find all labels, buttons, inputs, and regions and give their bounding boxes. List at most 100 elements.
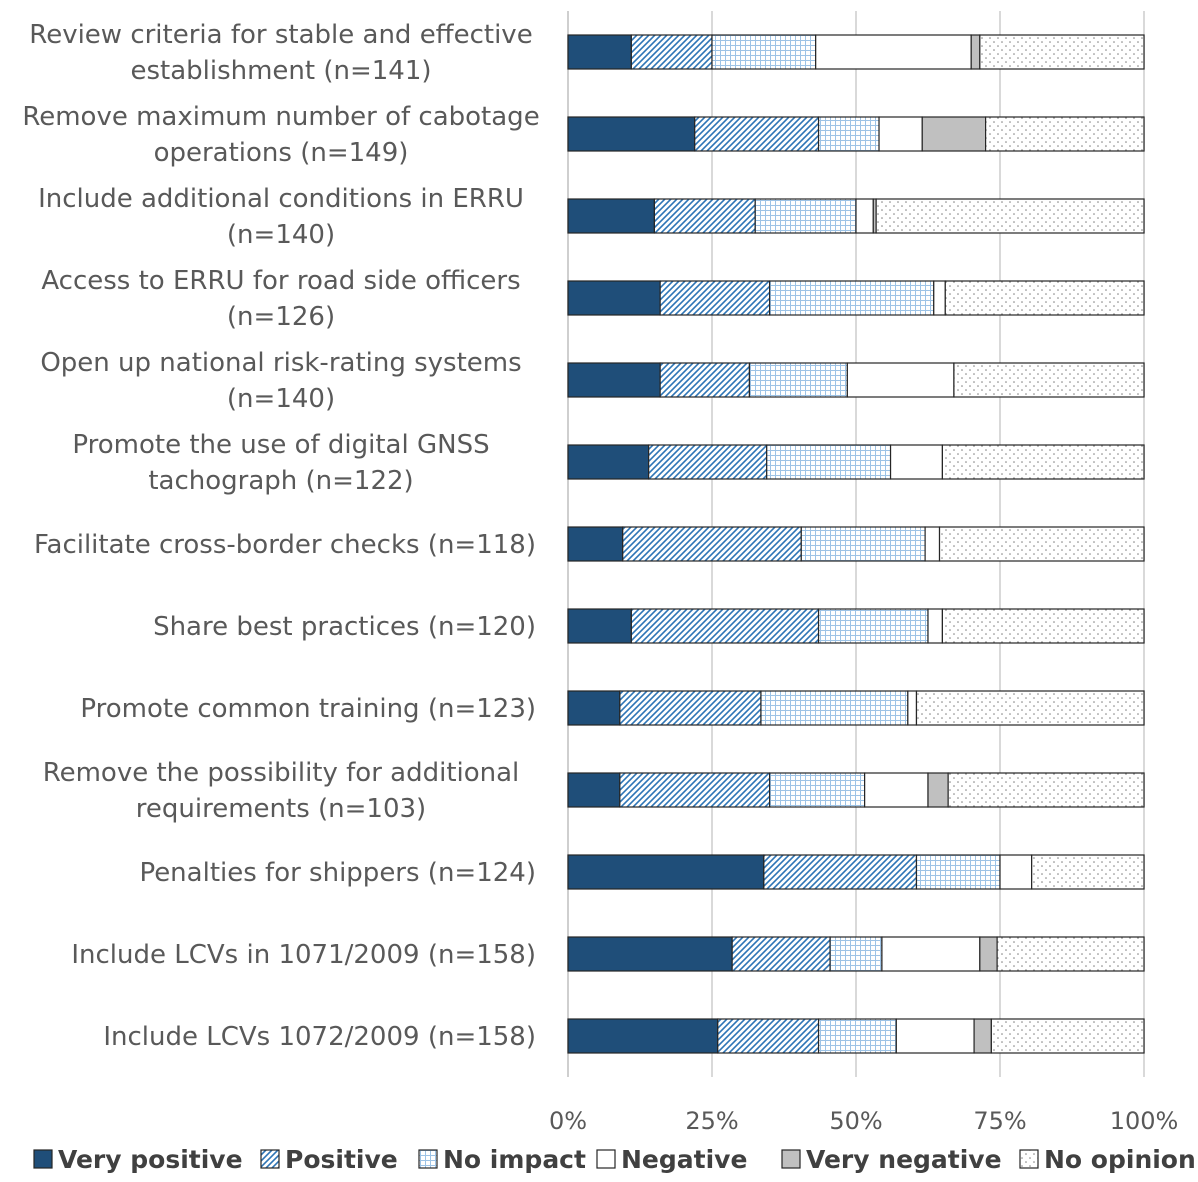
x-tick-label: 0% (549, 1107, 587, 1135)
bar-segment-negative (889, 444, 943, 480)
bar-segment-no-opinion (953, 362, 1145, 398)
bar-segment-no-opinion (1031, 854, 1145, 890)
category-label: Open up national risk-rating systems (40, 348, 521, 378)
bar-segment-no-impact (748, 362, 848, 398)
category-label: Include additional conditions in ERRU (38, 184, 524, 214)
bar-segment-positive (619, 772, 771, 808)
bar-segment-no-impact (829, 936, 883, 972)
legend-label: Very positive (58, 1145, 243, 1174)
bar-segment-positive (630, 608, 820, 644)
bar-segment-no-opinion (979, 34, 1145, 70)
x-tick-label: 25% (685, 1107, 738, 1135)
bar-segment-no-opinion (941, 608, 1145, 644)
category-label: Review criteria for stable and effective (29, 20, 532, 50)
x-tick-label: 50% (829, 1107, 882, 1135)
bar-segment-very-positive (567, 116, 696, 152)
legend-swatch (781, 1149, 801, 1169)
bar-segment-negative (815, 34, 972, 70)
category-labels: Review criteria for stable and effective… (22, 20, 539, 1052)
bar-segment-very-positive (567, 34, 632, 70)
bar-segment-no-opinion (941, 444, 1145, 480)
bar-segment-negative (933, 280, 946, 316)
bar-segment-no-opinion (938, 526, 1145, 562)
bar-segment-no-impact (817, 608, 929, 644)
bar-segment-very-positive (567, 280, 661, 316)
category-label: operations (n=149) (154, 138, 409, 168)
bar-segment-positive (622, 526, 802, 562)
bar-segment-no-impact (760, 690, 909, 726)
bar-segment-no-opinion (990, 1018, 1145, 1054)
legend-label: Negative (621, 1145, 747, 1174)
legend-swatch (1019, 1149, 1039, 1169)
legend-swatch (260, 1149, 280, 1169)
legend-swatch (596, 1149, 616, 1169)
bar-segment-negative (907, 690, 918, 726)
bar-segment-positive (694, 116, 820, 152)
bar-segment-negative (846, 362, 955, 398)
bar-segment-positive (619, 690, 762, 726)
bar-segment-very-positive (567, 1018, 719, 1054)
bar-segment-very-negative (979, 936, 998, 972)
bar-segment-no-opinion (947, 772, 1145, 808)
bar-segment-no-opinion (996, 936, 1145, 972)
bar-segment-no-impact (711, 34, 817, 70)
bar-segment-very-positive (567, 854, 765, 890)
bar-segment-no-impact (768, 772, 866, 808)
bar-segment-no-impact (817, 1018, 897, 1054)
bar-segment-very-negative (921, 116, 987, 152)
category-label: Include LCVs 1072/2009 (n=158) (103, 1022, 536, 1052)
bar-segment-very-positive (567, 608, 632, 644)
legend-label: Very negative (806, 1145, 1002, 1174)
bar-segment-negative (881, 936, 981, 972)
bar-segment-negative (999, 854, 1033, 890)
bar-segment-positive (630, 34, 713, 70)
bar-segment-very-positive (567, 772, 621, 808)
category-label: (n=126) (227, 302, 335, 332)
legend-label: Positive (285, 1145, 398, 1174)
bar-segment-positive (653, 198, 756, 234)
bar-segment-very-positive (567, 198, 656, 234)
category-label: Penalties for shippers (n=124) (139, 858, 536, 888)
category-label: Remove maximum number of cabotage (22, 102, 539, 132)
bar-segment-very-positive (567, 362, 661, 398)
category-label: Access to ERRU for road side officers (41, 266, 520, 296)
bar-segment-negative (895, 1018, 975, 1054)
x-axis-ticks: 0% 25% 50% 75% 100% (549, 1107, 1178, 1135)
bar-segment-positive (763, 854, 918, 890)
bar-segment-no-opinion (915, 690, 1145, 726)
bar-segment-very-positive (567, 444, 650, 480)
category-label: tachograph (n=122) (148, 466, 413, 496)
category-label: Remove the possibility for additional (43, 758, 520, 788)
bar-segment-very-negative (970, 34, 981, 70)
bar-segment-negative (924, 526, 941, 562)
legend-swatch (33, 1149, 53, 1169)
bar-segment-no-impact (915, 854, 1001, 890)
legend: Very positive Positive No impact Negative Ve… (33, 1145, 1196, 1174)
x-tick-label: 75% (973, 1107, 1026, 1135)
bar-segment-negative (855, 198, 874, 234)
bar-segment-positive (659, 280, 771, 316)
bar-segment-no-impact (800, 526, 926, 562)
bar-segment-negative (864, 772, 929, 808)
category-label: establishment (n=141) (130, 56, 431, 86)
category-label: (n=140) (227, 384, 335, 414)
legend-swatch (418, 1149, 438, 1169)
bar-segment-positive (731, 936, 831, 972)
bar-segment-no-opinion (984, 116, 1145, 152)
category-label: Promote the use of digital GNSS (72, 430, 489, 460)
bar-segment-very-positive (567, 526, 624, 562)
category-label: Promote common training (n=123) (80, 694, 536, 724)
bar-segment-very-negative (927, 772, 949, 808)
category-label: Facilitate cross-border checks (n=118) (34, 530, 536, 560)
bar-segment-no-impact (768, 280, 935, 316)
category-label: Share best practices (n=120) (153, 612, 536, 642)
x-tick-label: 100% (1110, 1107, 1179, 1135)
bar-segment-no-impact (754, 198, 857, 234)
bar-segment-no-impact (766, 444, 892, 480)
bar-segment-no-opinion (944, 280, 1145, 316)
bar-segment-positive (648, 444, 768, 480)
bar-segment-positive (717, 1018, 820, 1054)
bars (567, 34, 1145, 1054)
bar-segment-very-negative (973, 1018, 992, 1054)
